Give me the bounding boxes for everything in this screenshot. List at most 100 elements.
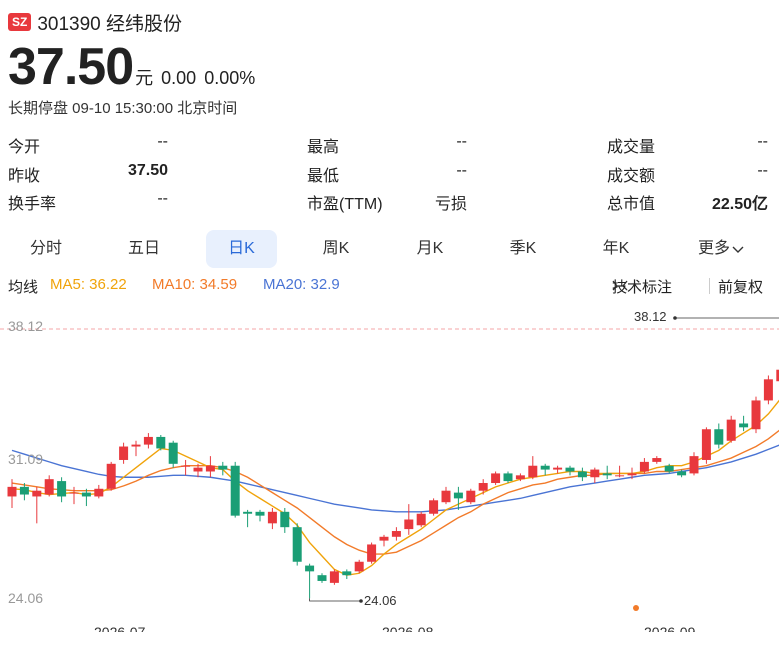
candle-body [751, 400, 761, 430]
max-price-label: 38.12 [634, 312, 667, 324]
candle-body [131, 444, 141, 447]
candle-body [143, 436, 153, 445]
candle-body [119, 446, 129, 460]
candle-body [243, 511, 253, 514]
ma5-line [11, 399, 779, 576]
chevron-down-icon [730, 240, 744, 257]
y-label-max: 38.12 [8, 318, 43, 334]
stat-high: 最高 -- [307, 133, 467, 156]
tab-monthly-k[interactable]: 月K [416, 240, 444, 257]
ma-label: 均线 [8, 279, 39, 296]
candle-body [280, 511, 290, 528]
candle-body [379, 536, 389, 541]
tab-five-day[interactable]: 五日 [127, 240, 160, 257]
min-leader-dot [359, 599, 363, 603]
candle-body [267, 511, 277, 524]
candle-body [44, 479, 54, 495]
candle-body [602, 473, 612, 476]
candle-body [429, 500, 439, 514]
tab-daily-k[interactable]: 日K [206, 230, 277, 268]
stock-title: 301390 经纬股份 [37, 13, 183, 35]
candle-body [230, 465, 240, 516]
candle-body [81, 492, 91, 497]
stat-turnover: 成交额 -- [607, 162, 768, 185]
kline-chart[interactable]: 38.12 31.09 24.06 2026-07 2026-08 2026-0… [0, 312, 779, 632]
adjust-mode-button[interactable]: 前复权 [718, 279, 764, 296]
candle-body [701, 429, 711, 460]
current-price: 37.50 [8, 38, 134, 96]
y-label-mid: 31.09 [8, 451, 43, 467]
tab-more-label: 更多 [697, 240, 730, 257]
candle-body [627, 473, 637, 476]
candle-body [7, 486, 17, 497]
chart-annotations [309, 316, 779, 611]
stat-low: 最低 -- [307, 162, 467, 185]
candle-body [553, 467, 563, 470]
candle-body [714, 429, 724, 445]
stock-header: SZ 301390 经纬股份 [8, 9, 182, 35]
candle-body [404, 519, 414, 530]
price-change: 0.00 [161, 68, 197, 88]
candle-body [57, 481, 67, 497]
tab-yearly-k[interactable]: 年K [602, 240, 630, 257]
candle-body [193, 467, 203, 472]
candle-body [441, 490, 451, 503]
candle-body [528, 465, 538, 478]
candle-body [342, 571, 352, 576]
stat-open: 今开 -- [8, 133, 168, 156]
max-leader-line [675, 317, 779, 319]
period-tabs: 分时 五日 日K 周K 月K 季K 年K 更多 [0, 230, 779, 268]
candle-body [577, 471, 587, 478]
stat-market-cap: 总市值 22.50亿 [607, 196, 768, 213]
candles [7, 369, 779, 599]
candle-body [639, 461, 649, 472]
price-unit: 元 [135, 68, 154, 88]
stat-turnover-rate: 换手率 -- [8, 190, 168, 213]
price-row: 37.50 元 0.00 0.00% [8, 40, 263, 94]
candle-body [255, 511, 265, 516]
candle-body [739, 423, 749, 428]
candle-body [664, 465, 674, 472]
annotation-icon [612, 276, 628, 293]
x-label-jul: 2026-07 [94, 624, 146, 632]
stat-volume: 成交量 -- [607, 133, 768, 156]
candle-body [367, 544, 377, 562]
candle-body [19, 486, 29, 495]
ma20-value: MA20: 32.9 [263, 276, 340, 293]
candle-body [652, 458, 662, 462]
candle-body [763, 379, 773, 401]
tab-quarterly-k[interactable]: 季K [509, 240, 537, 257]
candle-body [317, 575, 327, 581]
candle-body [453, 492, 463, 499]
tech-annotation-label: 技术标注 [612, 279, 673, 296]
max-leader-dot [673, 316, 677, 320]
min-leader-line [309, 598, 361, 602]
trading-status: 长期停盘 09-10 15:30:00 北京时间 [8, 100, 238, 117]
tab-weekly-k[interactable]: 周K [322, 240, 350, 257]
candle-body [726, 419, 736, 441]
ma5-value: MA5: 36.22 [50, 276, 127, 293]
tab-intraday[interactable]: 分时 [29, 240, 62, 257]
stat-pe-ttm: 市盈(TTM) 亏损 [307, 196, 467, 213]
candle-body [478, 483, 488, 491]
stat-prev-close: 昨收 37.50 [8, 162, 168, 185]
candle-body [689, 456, 699, 474]
candle-body [205, 465, 215, 472]
candle-body [106, 463, 116, 489]
candle-body [305, 565, 315, 572]
candle-body [156, 436, 166, 449]
ma10-value: MA10: 34.59 [152, 276, 238, 293]
x-label-sep: 2026-09 [644, 624, 696, 632]
candle-body [515, 475, 525, 480]
candle-body [540, 465, 550, 470]
exchange-badge: SZ [8, 13, 32, 31]
x-label-aug: 2026-08 [382, 624, 434, 632]
candle-body [491, 473, 501, 484]
event-marker [633, 605, 639, 611]
candle-body [503, 473, 513, 482]
candle-body [416, 513, 426, 526]
divider [709, 278, 710, 294]
candle-body [181, 465, 191, 467]
min-price-label: 24.06 [364, 593, 397, 608]
tab-more[interactable]: 更多 [688, 230, 754, 268]
